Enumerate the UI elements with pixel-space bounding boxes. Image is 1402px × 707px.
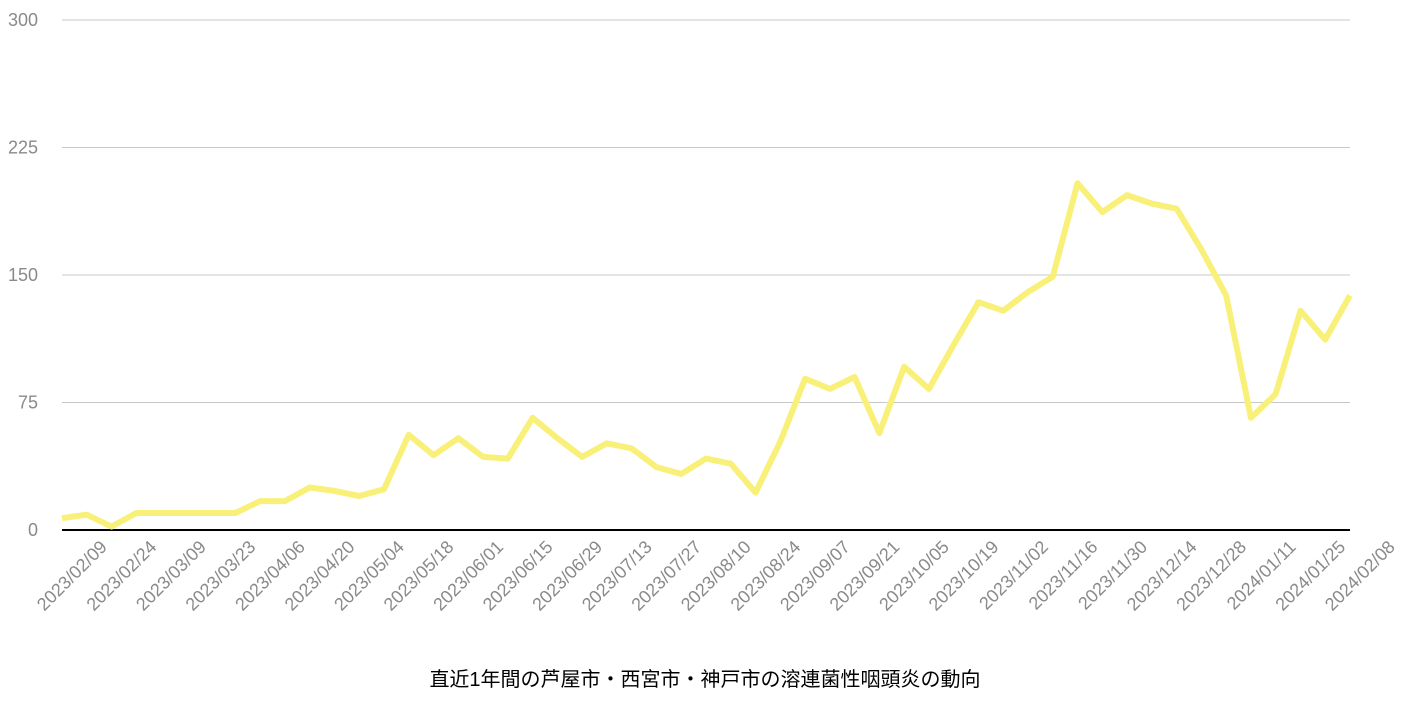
chart-title: 直近1年間の芦屋市・西宮市・神戸市の溶連菌性咽頭炎の動向 bbox=[429, 668, 980, 691]
y-tick-label: 75 bbox=[18, 393, 38, 413]
y-tick-label: 0 bbox=[28, 520, 38, 540]
data-line bbox=[61, 180, 1353, 530]
y-tick-label: 300 bbox=[8, 10, 38, 30]
y-tick-label: 150 bbox=[8, 265, 38, 285]
y-tick-label: 225 bbox=[8, 138, 38, 158]
